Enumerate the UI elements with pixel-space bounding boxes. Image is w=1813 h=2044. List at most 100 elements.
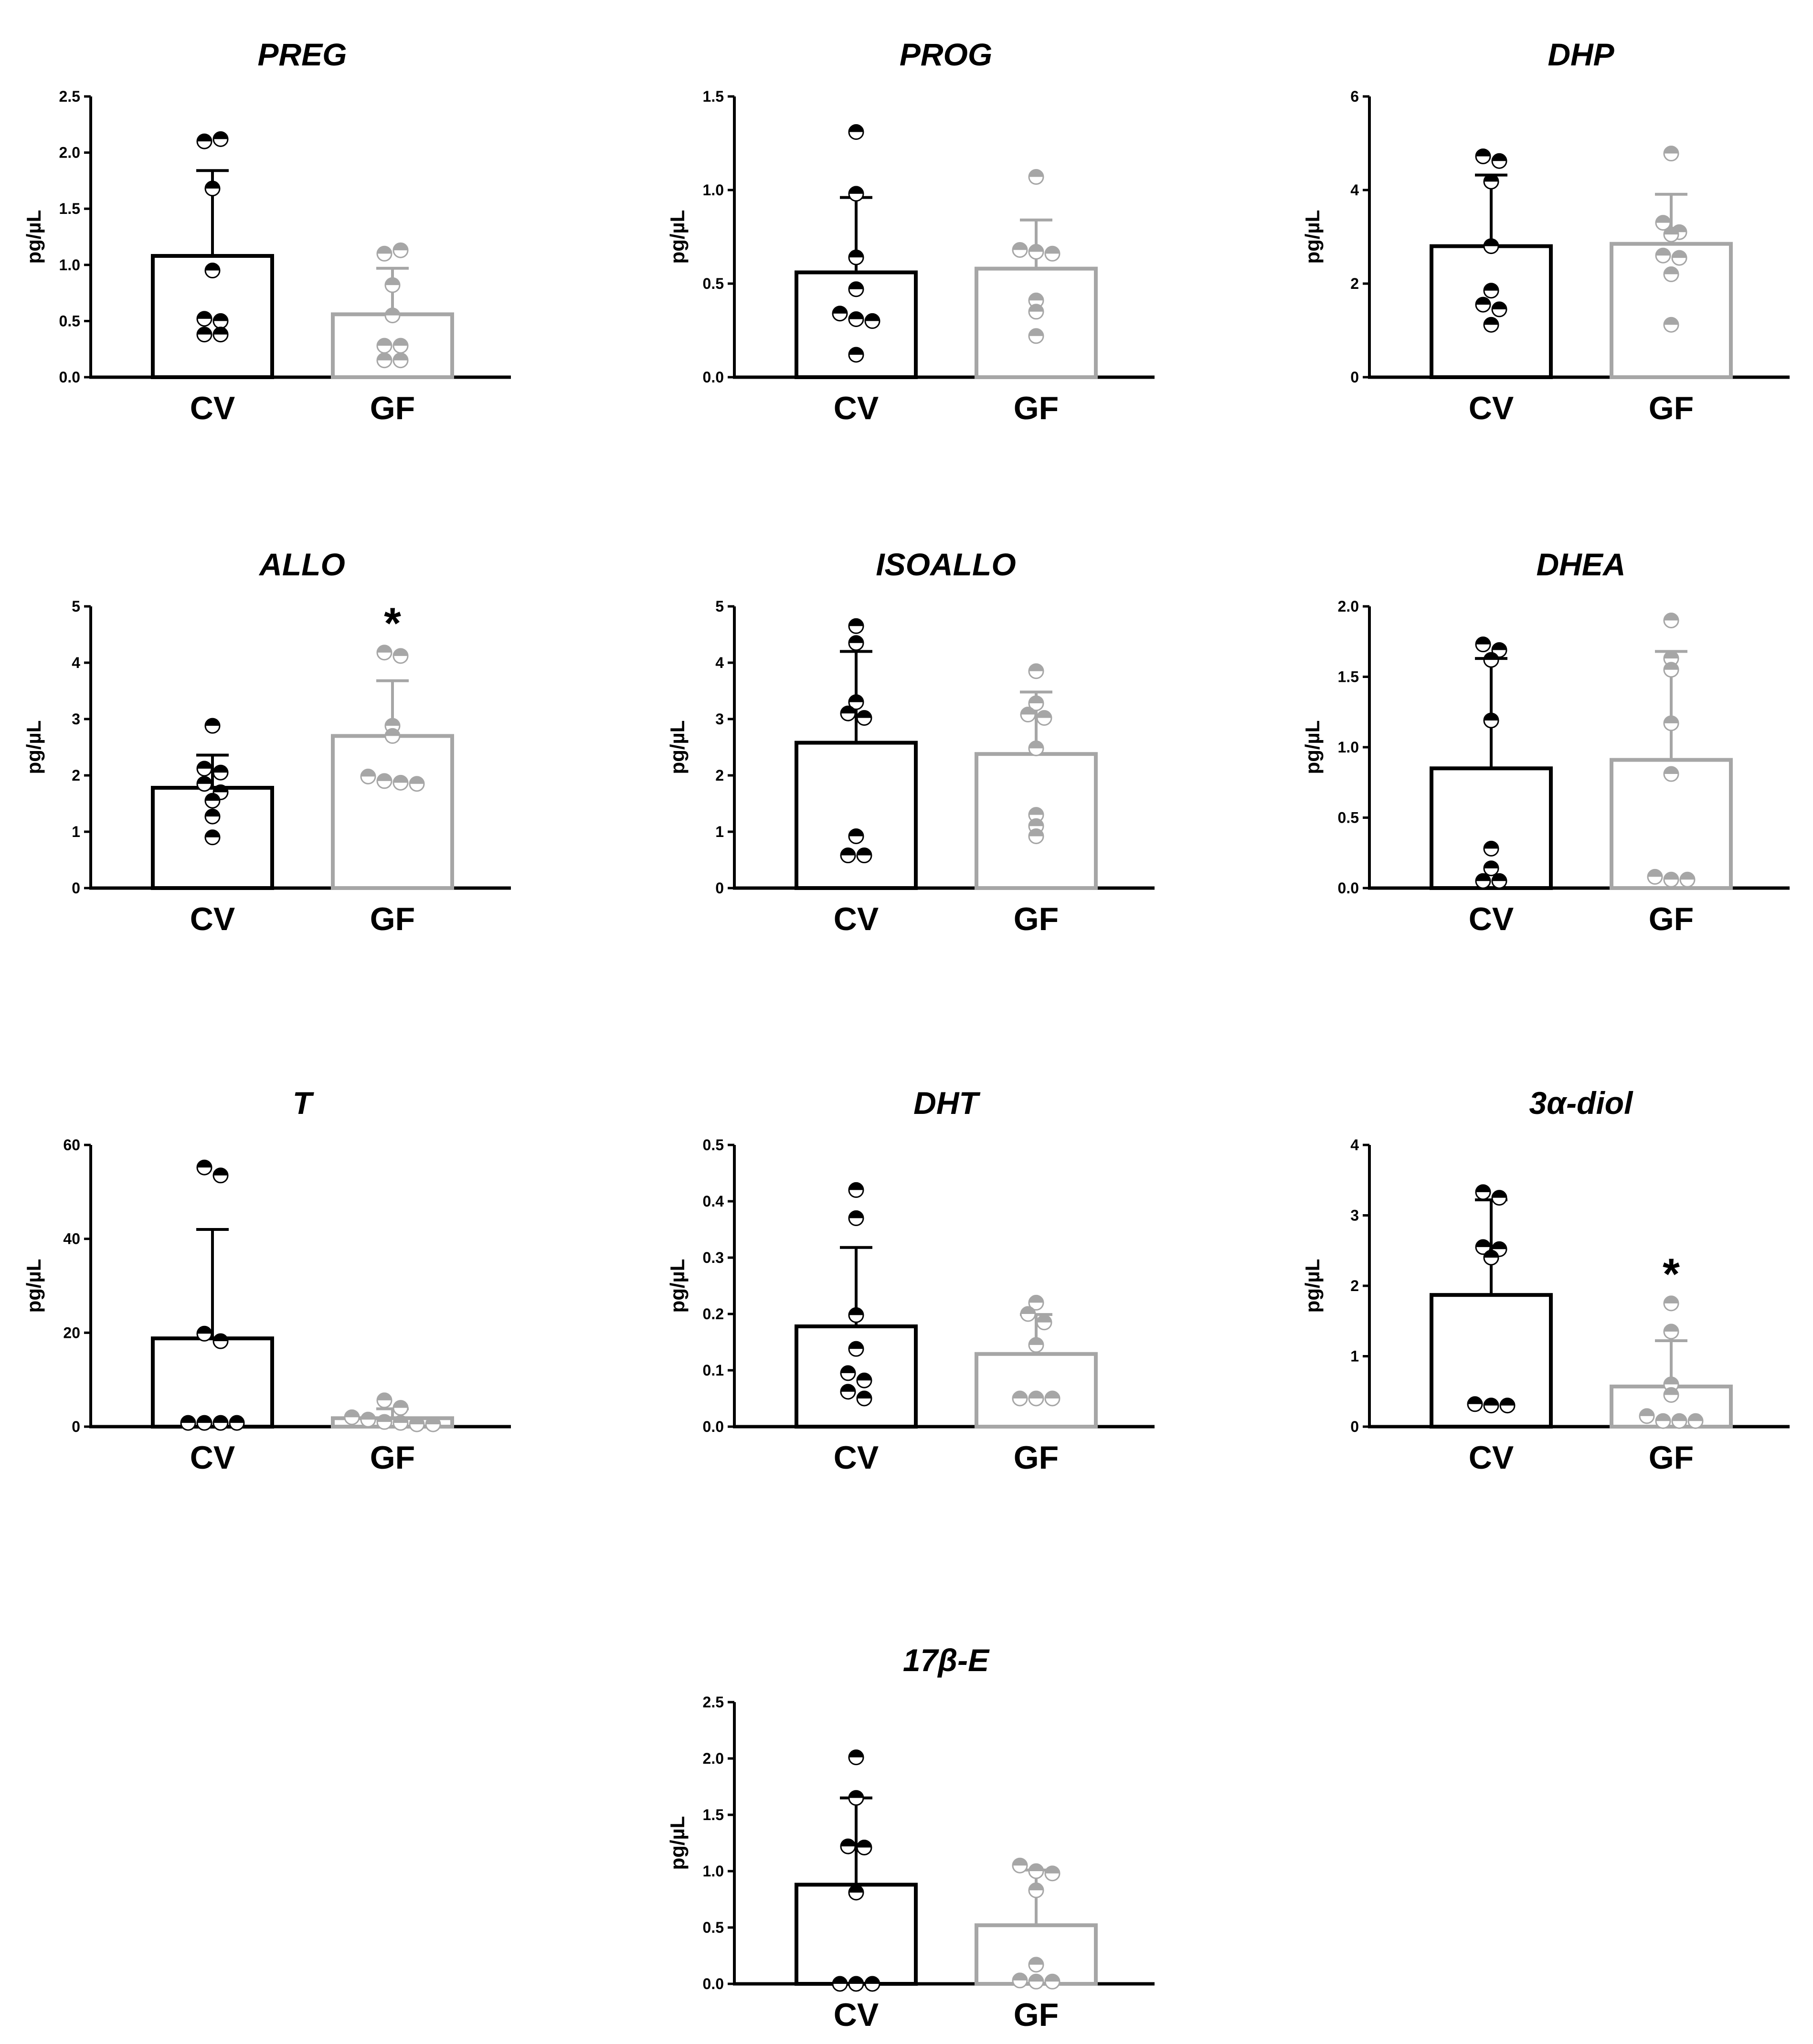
y-axis-label: pg/µL: [22, 1259, 45, 1313]
data-point-cv: [840, 1384, 856, 1400]
data-point-cv: [1475, 297, 1491, 313]
data-point-fill: [1484, 841, 1498, 849]
data-point-cv: [1499, 1398, 1516, 1414]
x-tick-label-cv: CV: [1469, 901, 1514, 937]
y-tick-label: 1: [1350, 1348, 1359, 1365]
y-tick-label: 0.5: [703, 275, 724, 292]
data-point-cv: [1483, 1398, 1499, 1414]
data-point-fill: [213, 132, 228, 139]
y-tick-label: 6: [1350, 88, 1359, 105]
data-point-fill: [1021, 1307, 1035, 1314]
data-point-fill: [1029, 169, 1043, 177]
data-point-fill: [849, 619, 863, 626]
data-point-gf: [1012, 1390, 1028, 1407]
data-point-gf: [392, 648, 409, 664]
data-point-gf: [1028, 304, 1044, 320]
y-tick-label: 2.0: [703, 1750, 724, 1767]
data-point-gf: [1663, 1324, 1679, 1340]
data-point-fill: [1484, 283, 1498, 291]
data-point-fill: [205, 181, 220, 189]
significance-asterisk: *: [384, 599, 401, 648]
data-point-fill: [833, 1977, 847, 1984]
data-point-cv: [848, 694, 864, 710]
data-point-fill: [1013, 1973, 1027, 1980]
x-tick-label-cv: CV: [834, 1440, 879, 1476]
data-point-cv: [848, 1749, 864, 1766]
data-point-cv: [204, 718, 221, 734]
data-point-fill: [1045, 1974, 1060, 1982]
data-point-fill: [849, 829, 863, 837]
data-point-gf: [392, 338, 409, 354]
data-point-gf: [1655, 1413, 1671, 1429]
data-point-fill: [205, 263, 220, 271]
data-point-fill: [205, 719, 220, 726]
data-point-fill: [361, 769, 375, 777]
y-axis-label: pg/µL: [1301, 210, 1324, 264]
data-point-cv: [196, 776, 212, 792]
data-point-gf: [392, 242, 409, 258]
data-point-fill: [1037, 710, 1051, 718]
data-point-fill: [377, 1415, 392, 1422]
data-point-gf: [1036, 1314, 1052, 1331]
data-point-fill: [1029, 304, 1043, 312]
data-point-fill: [1029, 1883, 1043, 1891]
x-tick-label-cv: CV: [190, 901, 235, 937]
data-point-gf: [1044, 245, 1060, 262]
data-point-gf: [1663, 1387, 1679, 1403]
data-point-fill: [1484, 318, 1498, 325]
data-point-fill: [1664, 651, 1678, 659]
data-point-fill: [197, 776, 212, 784]
data-point-fill: [410, 1417, 424, 1425]
data-point-cv: [848, 1210, 864, 1226]
data-point-gf: [1663, 317, 1679, 333]
data-point-gf: [1028, 828, 1044, 844]
data-point-gf: [376, 773, 392, 789]
data-point-gf: [392, 1415, 409, 1431]
x-tick-label-cv: CV: [834, 901, 879, 937]
y-tick-label: 1.0: [59, 256, 80, 274]
data-point-fill: [1680, 872, 1695, 880]
data-point-fill: [1500, 1398, 1515, 1406]
y-tick-label: 0.4: [703, 1193, 724, 1210]
data-point-fill: [1045, 246, 1060, 254]
data-point-cv: [196, 133, 212, 149]
data-point-cv: [180, 1415, 196, 1431]
y-tick-label: 0.0: [703, 1975, 724, 1992]
data-point-cv: [196, 761, 212, 777]
data-point-fill: [181, 1416, 195, 1423]
data-point-gf: [1020, 1306, 1036, 1322]
data-point-cv: [1491, 873, 1507, 889]
data-point-fill: [393, 1416, 408, 1423]
data-point-cv: [1467, 1396, 1483, 1412]
x-tick-label-gf: GF: [370, 1440, 415, 1476]
y-tick-label: 0.0: [703, 1418, 724, 1435]
data-point-gf: [1028, 1863, 1044, 1879]
data-point-gf: [376, 352, 392, 369]
significance-asterisk: *: [1663, 1250, 1680, 1299]
y-tick-label: 60: [63, 1136, 80, 1154]
data-point-fill: [1648, 869, 1662, 877]
data-point-cv: [848, 1182, 864, 1198]
y-tick-label: 0: [715, 879, 724, 897]
chart-panel-8: 3α-diol pg/µL 0 1 2 3 4 CV GF *: [1301, 1085, 1790, 1476]
data-point-fill: [393, 775, 408, 783]
y-axis-label: pg/µL: [22, 720, 45, 774]
data-point-fill: [1029, 1864, 1043, 1871]
data-point-gf: [1679, 871, 1696, 888]
data-point-gf: [1028, 663, 1044, 679]
data-point-gf: [1028, 740, 1044, 756]
data-point-fill: [345, 1410, 359, 1418]
y-tick-label: 1: [715, 823, 724, 840]
data-point-fill: [1029, 1295, 1043, 1303]
data-point-fill: [1476, 874, 1490, 881]
y-tick-label: 0.2: [703, 1305, 724, 1323]
y-tick-label: 20: [63, 1324, 80, 1341]
chart-title: DHT: [913, 1085, 980, 1121]
data-point-fill: [1029, 328, 1043, 336]
data-point-cv: [848, 281, 864, 297]
data-point-cv: [840, 1838, 856, 1854]
y-tick-label: 0: [1350, 1418, 1359, 1435]
data-point-gf: [376, 338, 392, 354]
data-point-cv: [212, 1333, 229, 1349]
data-point-fill: [849, 1750, 863, 1758]
